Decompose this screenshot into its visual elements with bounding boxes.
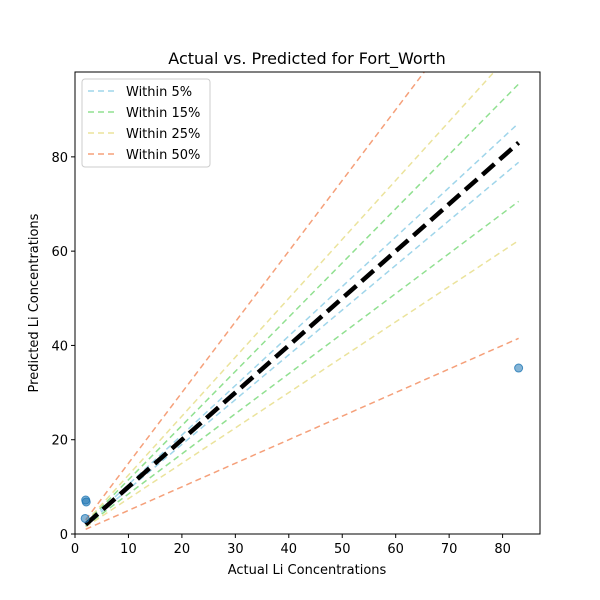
legend-label: Within 5% xyxy=(126,85,192,100)
legend: Within 5% Within 15% Within 25% Within 50% xyxy=(81,78,211,168)
y-tick-label: 0 xyxy=(60,528,68,543)
x-axis: 0 10 20 30 40 50 60 70 80 xyxy=(71,534,511,557)
x-tick-label: 0 xyxy=(71,542,79,557)
x-tick-label: 50 xyxy=(334,542,351,557)
x-tick-label: 20 xyxy=(174,542,191,557)
band-line-lower xyxy=(85,337,519,530)
band-line-lower xyxy=(85,239,520,528)
data-point xyxy=(80,513,90,523)
legend-box xyxy=(81,78,211,168)
y-axis-label: Predicted Li Concentrations xyxy=(27,213,42,392)
x-axis-label: Actual Li Concentrations xyxy=(228,563,387,578)
identity-line-layer xyxy=(84,141,521,527)
identity-line xyxy=(84,141,521,527)
x-tick-label: 80 xyxy=(494,542,511,557)
x-tick-label: 30 xyxy=(227,542,244,557)
tolerance-bands xyxy=(85,72,520,530)
data-point xyxy=(514,363,524,373)
y-tick-label: 80 xyxy=(51,151,68,166)
legend-label: Within 25% xyxy=(126,127,200,142)
band-line-upper xyxy=(85,72,496,523)
x-tick-label: 70 xyxy=(441,542,458,557)
scatter-points xyxy=(80,363,524,523)
band-line-upper xyxy=(85,83,520,524)
data-point xyxy=(81,497,91,507)
band-line-lower xyxy=(85,200,520,527)
y-tick-label: 40 xyxy=(51,339,68,354)
x-tick-label: 40 xyxy=(281,542,298,557)
x-tick-label: 10 xyxy=(120,542,137,557)
plot-frame xyxy=(74,71,541,535)
band-line-upper xyxy=(85,122,520,525)
legend-label: Within 50% xyxy=(126,148,200,163)
band-line-lower xyxy=(85,161,520,526)
y-axis: 0 20 40 60 80 xyxy=(51,151,75,543)
legend-label: Within 15% xyxy=(126,106,200,121)
chart-title: Actual vs. Predicted for Fort_Worth xyxy=(168,49,445,69)
y-tick-label: 60 xyxy=(51,245,68,260)
x-tick-label: 60 xyxy=(387,542,404,557)
y-tick-label: 20 xyxy=(51,434,68,449)
